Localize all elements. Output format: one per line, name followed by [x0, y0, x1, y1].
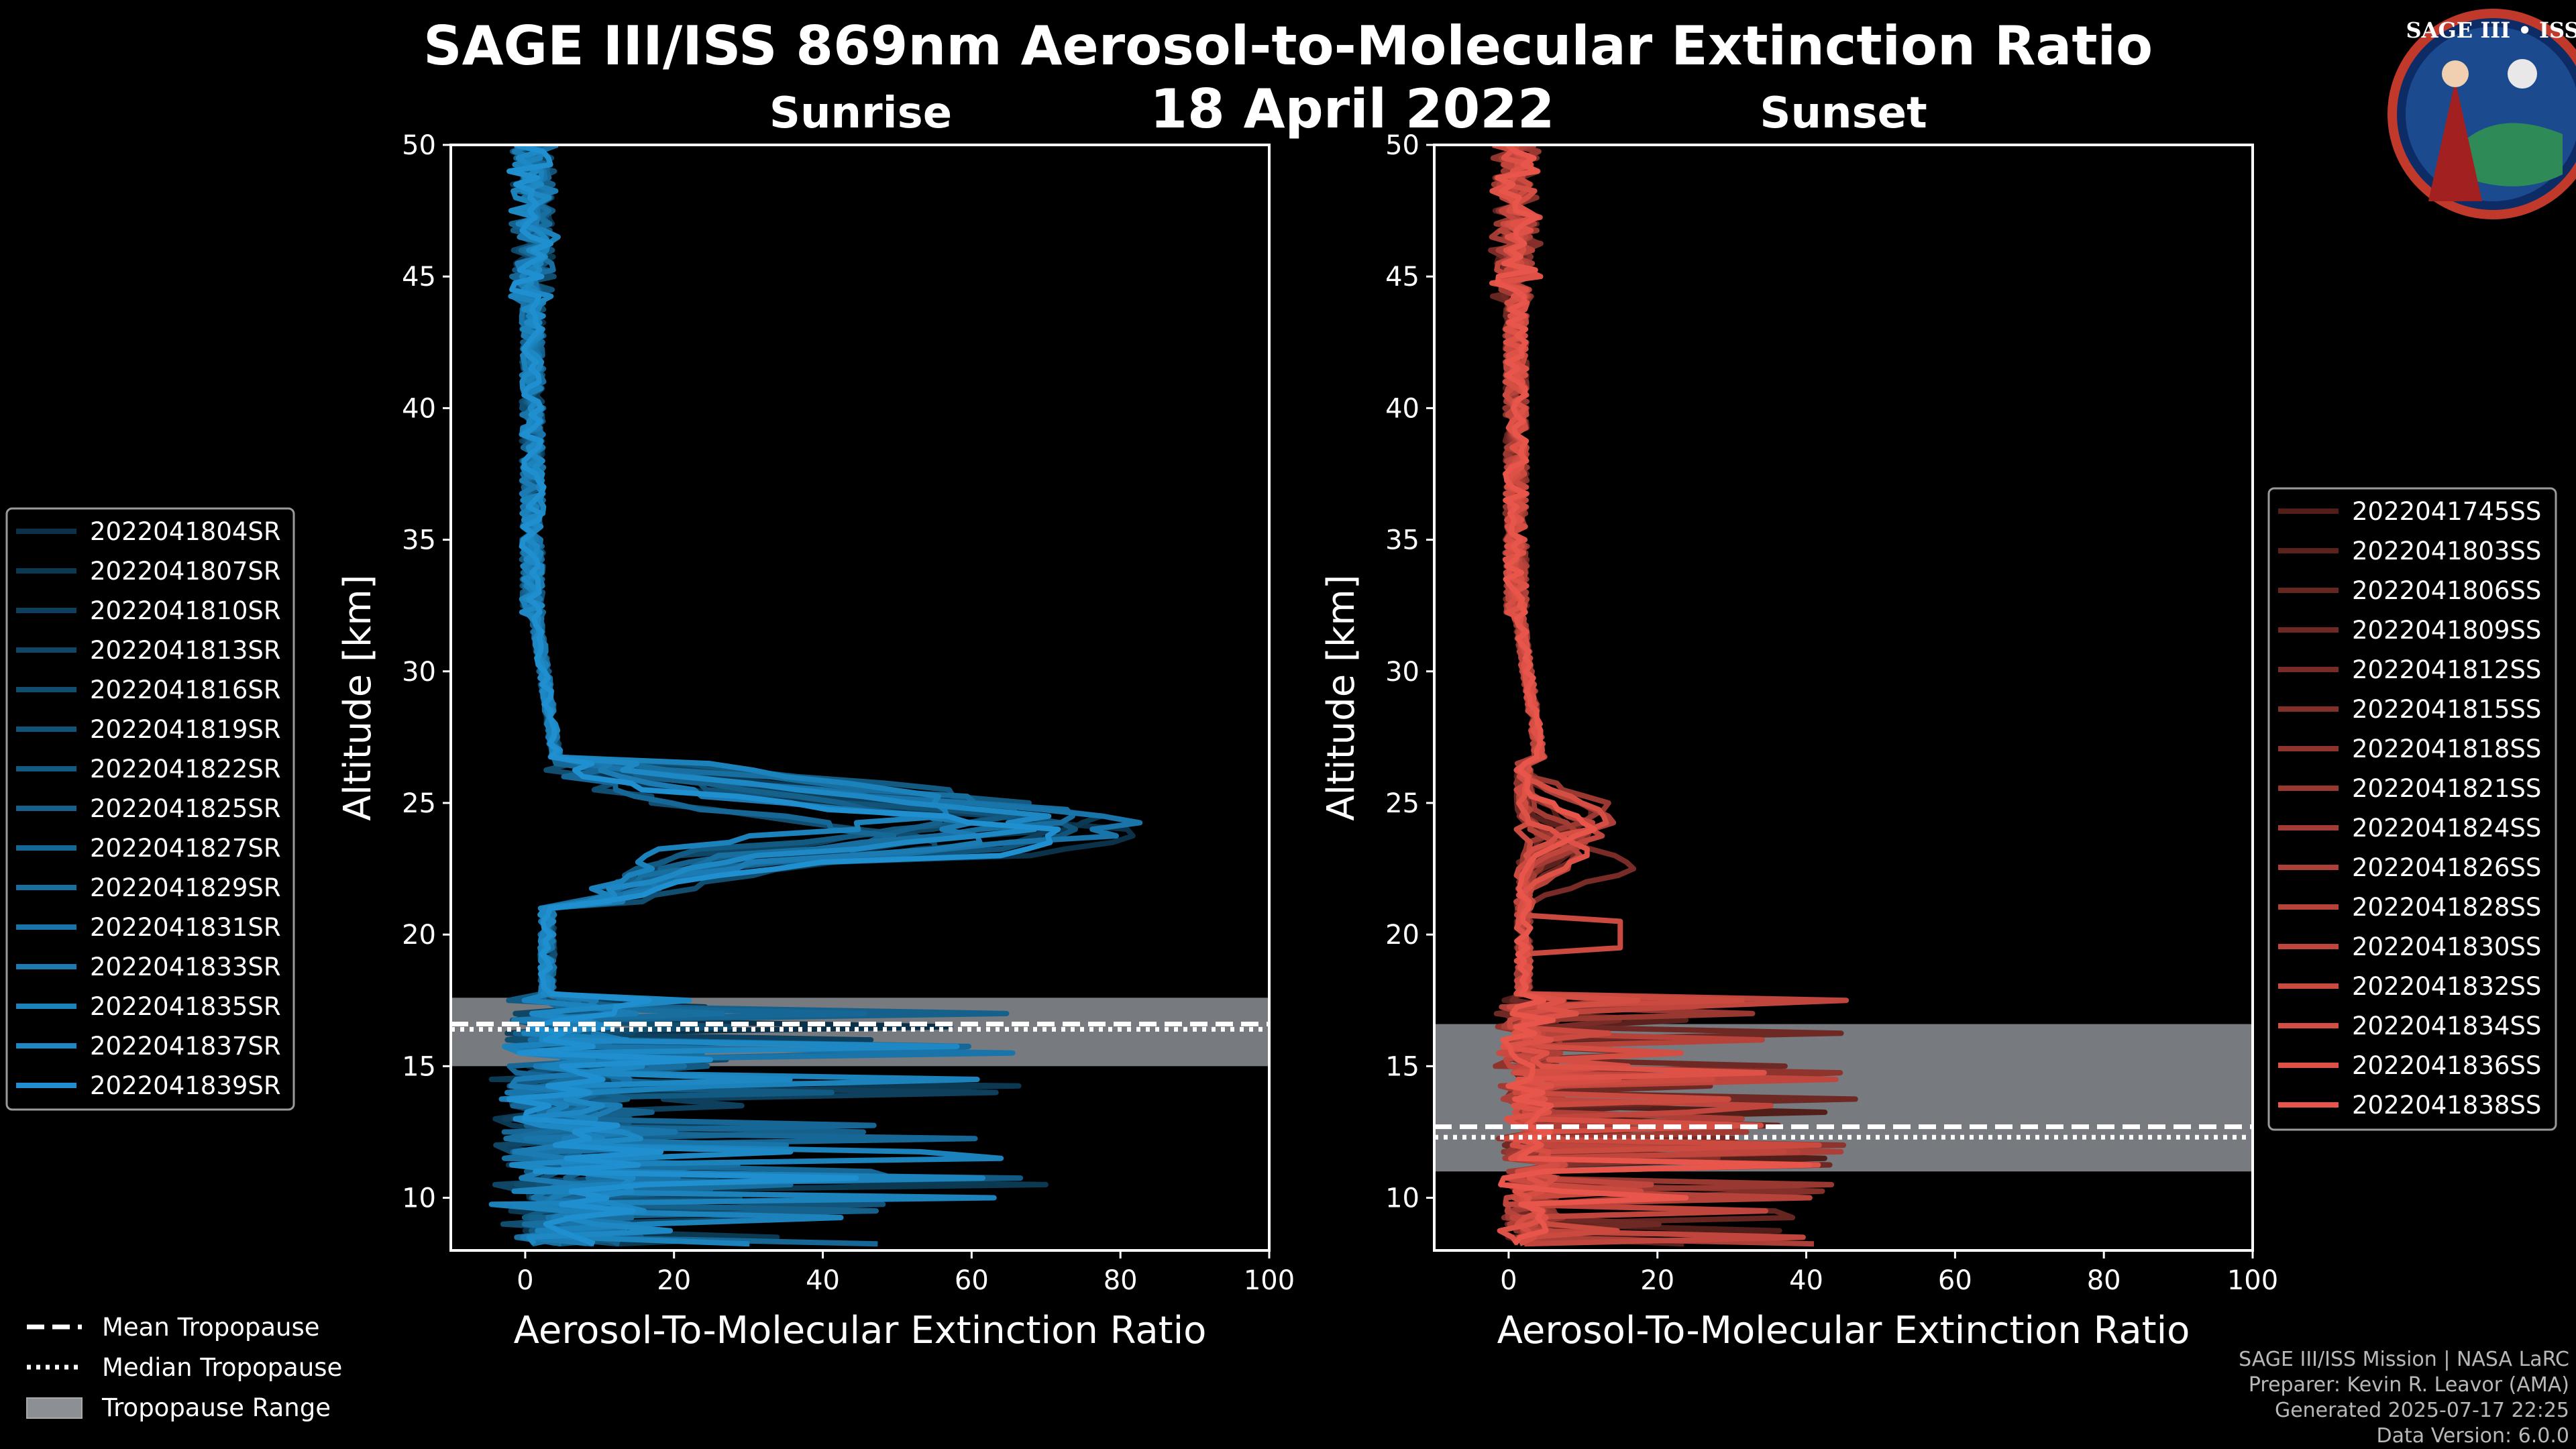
- sunset-legend: 2022041745SS 2022041803SS 2022041806SS 2022…: [2267, 487, 2557, 1131]
- sunrise-xtick-label: 80: [1104, 1265, 1138, 1296]
- sunset-legend-entry: 2022041818SS: [2352, 735, 2541, 763]
- sunrise-ytick-label: 20: [402, 920, 436, 951]
- credit-line-1: SAGE III/ISS Mission | NASA LaRC: [2239, 1348, 2569, 1371]
- sunset-ytick-label: 45: [1385, 262, 1419, 292]
- sunrise-legend-entry: 2022041831SR: [90, 913, 281, 942]
- sunrise-ytick-label: 50: [402, 130, 436, 161]
- credit-line-4: Data Version: 6.0.0: [2377, 1424, 2569, 1448]
- sunset-x-axis-label: Aerosol-To-Molecular Extinction Ratio: [1497, 1309, 2190, 1352]
- sunrise-ytick-label: 45: [402, 262, 436, 292]
- sunrise-ytick-label: 15: [402, 1051, 436, 1082]
- sunrise-ytick-label: 35: [402, 525, 436, 556]
- sunrise-legend-entry: 2022041822SR: [90, 755, 281, 784]
- sunset-axes-frame: [1433, 144, 2254, 1252]
- tropopause-legend-entry: Median Tropopause: [102, 1353, 342, 1382]
- sunrise-legend-entry: 2022041839SR: [90, 1071, 281, 1100]
- sunset-panel: 0 20 40 60 80 100 10 15 20 25 30 35 40 45 50 Aerosol-To…: [1320, 130, 2278, 1352]
- sunset-legend-entry: 2022041815SS: [2352, 695, 2541, 724]
- sunset-xtick-label: 60: [1938, 1265, 1972, 1296]
- sunset-xtick-label: 40: [1789, 1265, 1823, 1296]
- sunset-ytick-label: 30: [1385, 657, 1419, 688]
- sunrise-legend-entry: 2022041833SR: [90, 953, 281, 981]
- sunset-xtick-label: 20: [1640, 1265, 1674, 1296]
- sunset-legend-entry: 2022041828SS: [2352, 893, 2541, 922]
- sunrise-legend-entry: 2022041807SR: [90, 557, 281, 586]
- sunset-xtick-label: 100: [2227, 1265, 2278, 1296]
- sunset-legend-entry: 2022041821SS: [2352, 774, 2541, 803]
- sunrise-series-2022041835SR: [488, 145, 1004, 1247]
- sunset-ytick-label: 50: [1385, 130, 1419, 161]
- tropopause-legend-entry: Tropopause Range: [101, 1393, 331, 1422]
- sunrise-xtick-label: 40: [806, 1265, 840, 1296]
- sunset-xtick-label: 80: [2087, 1265, 2121, 1296]
- sunset-legend-entry: 2022041838SS: [2352, 1091, 2541, 1120]
- sunset-legend-entry: 2022041834SS: [2352, 1012, 2541, 1040]
- sunrise-legend-entry: 2022041837SR: [90, 1032, 281, 1061]
- sunset-legend-entry: 2022041824SS: [2352, 814, 2541, 843]
- sunrise-ytick-label: 25: [402, 788, 436, 819]
- sunrise-profiles: [488, 145, 1143, 1247]
- sunrise-legend-entry: 2022041829SR: [90, 873, 281, 902]
- sunrise-legend-entry: 2022041827SR: [90, 834, 281, 863]
- sunrise-subtitle: Sunrise: [769, 89, 952, 138]
- sunrise-xtick-label: 0: [517, 1265, 533, 1296]
- credit-line-2: Preparer: Kevin R. Leavor (AMA): [2249, 1373, 2569, 1397]
- sunset-legend-entry: 2022041830SS: [2352, 932, 2541, 961]
- sunset-legend-box: [2267, 487, 2557, 1131]
- sunset-ytick-label: 35: [1385, 525, 1419, 556]
- sunrise-xtick-label: 100: [1244, 1265, 1295, 1296]
- sunset-legend-entry: 2022041745SS: [2352, 497, 2541, 526]
- sunset-ytick-label: 20: [1385, 920, 1419, 951]
- sunrise-ytick-label: 10: [402, 1183, 436, 1214]
- credit-line-3: Generated 2025-07-17 22:25: [2275, 1399, 2569, 1422]
- sunrise-ytick-label: 30: [402, 657, 436, 688]
- sunrise-panel: 0 20 40 60 80 100 10 15 20 25 30 35 40 45 50 Aerosol-To…: [336, 130, 1295, 1352]
- logo-text: SAGE III • ISS: [2406, 17, 2576, 43]
- sunrise-series-2022041839SR: [506, 145, 1061, 1246]
- sunrise-legend-entry: 2022041804SR: [90, 517, 281, 546]
- sunrise-y-axis-label: Altitude [km]: [336, 574, 380, 820]
- tropopause-legend-entry: Mean Tropopause: [102, 1313, 320, 1342]
- tropopause-legend: Mean Tropopause Median Tropopause Tropopau…: [26, 1313, 342, 1422]
- sunset-legend-entry: 2022041809SS: [2352, 616, 2541, 645]
- sunset-legend-entry: 2022041812SS: [2352, 655, 2541, 684]
- sunset-legend-entry: 2022041836SS: [2352, 1051, 2541, 1080]
- date-subtitle: 18 April 2022: [1150, 78, 1554, 140]
- sunrise-legend-entry: 2022041835SR: [90, 992, 281, 1021]
- sunset-series-2022041838SS: [1495, 145, 1812, 1246]
- sunset-profiles: [1488, 145, 1858, 1247]
- tropopause-range-swatch: [26, 1397, 83, 1419]
- sunset-ytick-label: 25: [1385, 788, 1419, 819]
- sunset-ytick-label: 10: [1385, 1183, 1419, 1214]
- sunrise-legend-entry: 2022041816SR: [90, 676, 281, 704]
- sunset-series-2022041836SS: [1489, 145, 1821, 1246]
- sunset-ytick-label: 15: [1385, 1051, 1419, 1082]
- sunrise-legend-box: [5, 507, 295, 1111]
- sunrise-axes-frame: [449, 144, 1271, 1252]
- sunrise-xtick-label: 60: [955, 1265, 989, 1296]
- sunrise-xtick-label: 20: [657, 1265, 691, 1296]
- main-title: SAGE III/ISS 869nm Aerosol-to-Molecular …: [423, 15, 2153, 77]
- sunrise-ytick-label: 40: [402, 393, 436, 424]
- sunrise-legend: 2022041804SR 2022041807SR 2022041810SR 2022…: [5, 507, 295, 1111]
- sunrise-legend-entry: 2022041819SR: [90, 715, 281, 744]
- sunrise-legend-entry: 2022041813SR: [90, 636, 281, 665]
- sunset-legend-entry: 2022041832SS: [2352, 972, 2541, 1001]
- sunrise-x-axis-label: Aerosol-To-Molecular Extinction Ratio: [514, 1309, 1207, 1352]
- sunset-legend-entry: 2022041806SS: [2352, 576, 2541, 605]
- sunrise-legend-entry: 2022041825SR: [90, 794, 281, 823]
- sunset-y-axis-label: Altitude [km]: [1320, 574, 1363, 820]
- sage-iii-iss-logo: SAGE III • ISS: [2387, 9, 2576, 219]
- sunset-xtick-label: 0: [1500, 1265, 1517, 1296]
- sunset-legend-entry: 2022041803SS: [2352, 537, 2541, 566]
- credits: SAGE III/ISS Mission | NASA LaRC Prepare…: [2239, 1348, 2569, 1448]
- sunrise-legend-entry: 2022041810SR: [90, 596, 281, 625]
- sunset-legend-entry: 2022041826SS: [2352, 853, 2541, 882]
- sunset-subtitle: Sunset: [1760, 89, 1927, 138]
- sunset-ytick-label: 40: [1385, 393, 1419, 424]
